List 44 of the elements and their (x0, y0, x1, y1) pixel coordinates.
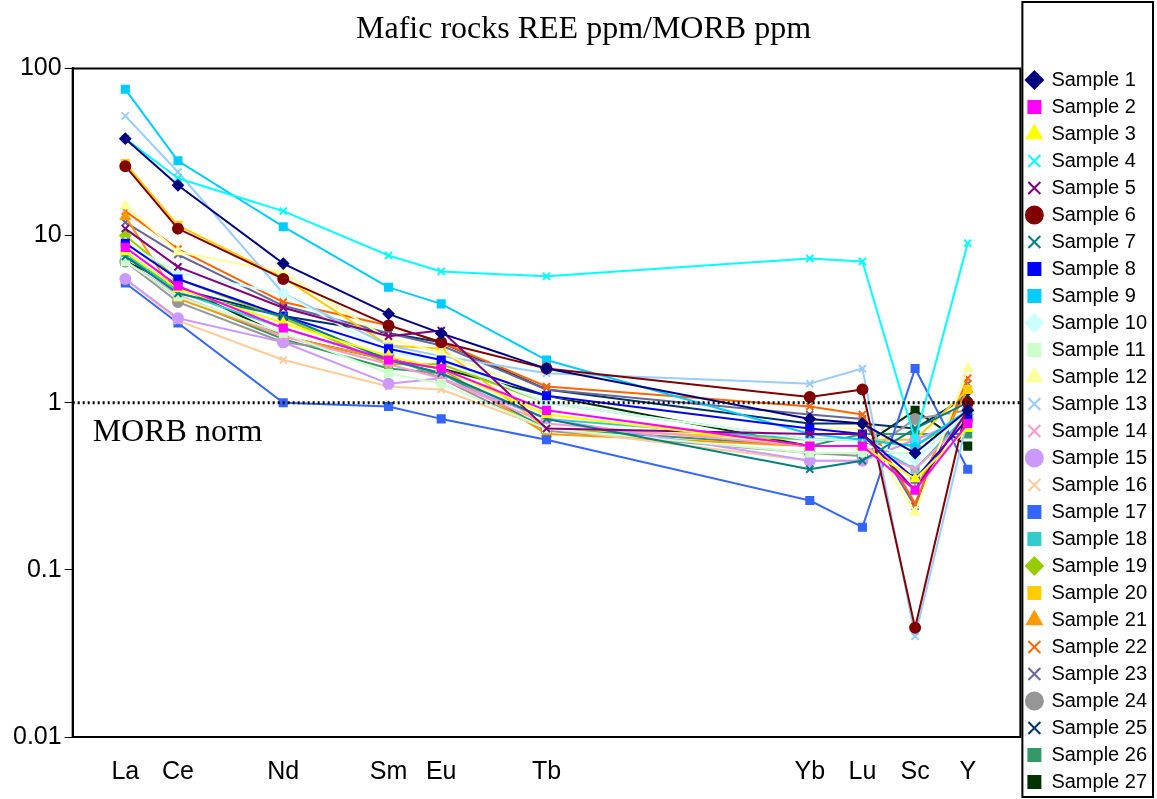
chart-title: Mafic rocks REE ppm/MORB ppm (355, 8, 812, 45)
legend-label: Sample 16 (1051, 472, 1148, 495)
legend-label: Sample 13 (1051, 391, 1148, 414)
legend-label: Sample 20 (1051, 580, 1148, 603)
legend-label: Sample 26 (1051, 742, 1148, 765)
legend-label: Sample 19 (1051, 553, 1148, 576)
legend-label: Sample 12 (1051, 364, 1148, 387)
y-tick-label: 100 (19, 52, 62, 81)
legend-label: Sample 22 (1051, 634, 1148, 657)
y-tick-label: 1 (47, 386, 62, 415)
y-tick-label: 0.1 (26, 553, 62, 582)
legend-label: Sample 14 (1051, 418, 1148, 441)
x-tick-label: Eu (425, 755, 457, 784)
ref-line-label: MORB norm (92, 412, 263, 449)
legend-label: Sample 6 (1051, 202, 1136, 225)
legend-label: Sample 15 (1051, 445, 1148, 468)
legend-label: Sample 21 (1051, 607, 1148, 630)
x-tick-label: Y (959, 755, 977, 784)
x-tick-label: Yb (794, 755, 826, 784)
x-tick-label: Sm (369, 755, 408, 784)
legend-label: Sample 10 (1051, 310, 1148, 333)
x-tick-label: Ce (161, 755, 194, 784)
legend-label: Sample 24 (1051, 688, 1148, 711)
legend-label: Sample 2 (1051, 94, 1136, 117)
x-tick-label: La (111, 755, 140, 784)
x-tick-label: Nd (267, 755, 300, 784)
legend-label: Sample 11 (1051, 337, 1146, 360)
y-tick-label: 10 (33, 219, 62, 248)
legend-label: Sample 23 (1051, 661, 1148, 684)
x-tick-label: Lu (848, 755, 877, 784)
legend-label: Sample 1 (1051, 67, 1136, 90)
legend-label: Sample 25 (1051, 715, 1148, 738)
legend-label: Sample 4 (1051, 148, 1136, 171)
y-tick-label: 0.01 (12, 720, 62, 749)
legend-label: Sample 9 (1051, 283, 1136, 306)
legend-label: Sample 27 (1051, 769, 1148, 792)
legend-label: Sample 7 (1051, 229, 1136, 252)
legend-label: Sample 17 (1051, 499, 1148, 522)
legend-label: Sample 5 (1051, 175, 1136, 198)
x-tick-label: Tb (531, 755, 562, 784)
legend-label: Sample 18 (1051, 526, 1148, 549)
x-tick-label: Sc (900, 755, 930, 784)
legend-label: Sample 8 (1051, 256, 1136, 279)
legend-label: Sample 3 (1051, 121, 1136, 144)
